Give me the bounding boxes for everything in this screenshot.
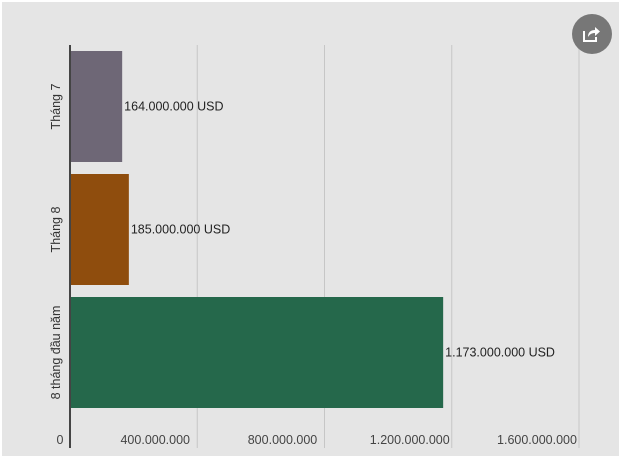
data-label: 185.000.000 USD: [131, 223, 230, 237]
data-label: 164.000.000 USD: [124, 100, 223, 114]
bar: [70, 174, 129, 285]
x-tick-label: 1.600.000.000: [497, 433, 577, 447]
data-label: 1.173.000.000 USD: [445, 346, 555, 360]
x-tick-label: 800.000.000: [248, 433, 318, 447]
category-label: Tháng 8: [49, 207, 63, 253]
x-tick-label: 1.200.000.000: [370, 433, 450, 447]
x-tick-label: 0: [57, 433, 64, 447]
share-button[interactable]: [572, 14, 612, 54]
bar: [70, 297, 444, 408]
category-label: Tháng 7: [49, 84, 63, 130]
category-label: 8 tháng đầu năm: [49, 306, 63, 400]
share-icon: [583, 27, 600, 42]
x-tick-label: 400.000.000: [120, 433, 190, 447]
bar: [70, 51, 123, 162]
